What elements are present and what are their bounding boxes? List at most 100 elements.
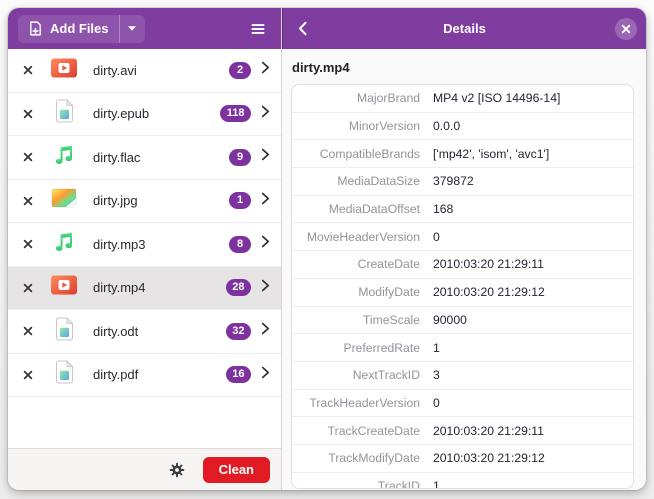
chevron-right-icon bbox=[261, 61, 270, 74]
details-pane: Details dirty.mp4 MajorBrand MP4 v2 [ISO … bbox=[282, 8, 646, 490]
image-file-icon bbox=[51, 186, 77, 210]
chevron-right-icon[interactable] bbox=[261, 279, 270, 297]
image-file-icon bbox=[51, 186, 77, 215]
metadata-key: PreferredRate bbox=[343, 340, 420, 355]
file-row[interactable]: dirty.mp4 28 bbox=[8, 266, 281, 310]
metadata-key: TimeScale bbox=[362, 312, 420, 327]
metadata-row: ModifyDate 2010:03:20 21:29:12 bbox=[292, 279, 633, 307]
chevron-right-icon[interactable] bbox=[261, 366, 270, 384]
metadata-value: ['mp42', 'isom', 'avc1'] bbox=[433, 146, 550, 161]
metadata-count-badge: 32 bbox=[225, 322, 251, 340]
add-files-dropdown-button[interactable] bbox=[118, 14, 145, 43]
remove-file-button[interactable] bbox=[20, 367, 36, 383]
details-headerbar: Details bbox=[282, 8, 646, 49]
metadata-key: TrackCreateDate bbox=[327, 423, 420, 438]
metadata-row: MediaDataOffset 168 bbox=[292, 196, 633, 224]
chevron-right-icon bbox=[261, 322, 270, 335]
add-files-button[interactable]: Add Files bbox=[18, 15, 119, 43]
remove-file-button[interactable] bbox=[20, 193, 36, 209]
file-name: dirty.odt bbox=[93, 323, 139, 339]
remove-x-icon bbox=[23, 152, 33, 162]
file-row[interactable]: dirty.odt 32 bbox=[8, 310, 281, 354]
clean-button[interactable]: Clean bbox=[202, 456, 270, 483]
file-row[interactable]: dirty.flac 9 bbox=[8, 136, 281, 180]
metadata-key: ModifyDate bbox=[358, 285, 420, 300]
metadata-row: CreateDate 2010:03:20 21:29:11 bbox=[292, 251, 633, 279]
add-files-label: Add Files bbox=[50, 21, 109, 36]
file-name: dirty.mp4 bbox=[93, 280, 146, 296]
metadata-row: MovieHeaderVersion 0 bbox=[292, 223, 633, 252]
metadata-value: 2010:03:20 21:29:12 bbox=[433, 451, 545, 466]
audio-file-icon bbox=[51, 143, 77, 167]
metadata-count-badge: 16 bbox=[225, 366, 251, 384]
details-body: dirty.mp4 MajorBrand MP4 v2 [ISO 14496-14… bbox=[282, 49, 646, 490]
chevron-right-icon[interactable] bbox=[261, 192, 270, 210]
chevron-right-icon bbox=[261, 105, 270, 118]
file-name: dirty.jpg bbox=[93, 193, 138, 209]
menu-button[interactable] bbox=[243, 15, 273, 43]
left-headerbar: Add Files bbox=[8, 8, 281, 49]
metadata-count-badge: 1 bbox=[229, 192, 251, 210]
file-list-pane: Add Files dirty.avi 2 dirt bbox=[8, 8, 282, 490]
remove-file-button[interactable] bbox=[20, 62, 36, 78]
video-file-icon bbox=[51, 56, 77, 80]
remove-x-icon bbox=[23, 239, 33, 249]
metadata-table: MajorBrand MP4 v2 [ISO 14496-14] MinorVers… bbox=[291, 84, 634, 489]
file-name: dirty.epub bbox=[93, 106, 150, 122]
chevron-right-icon bbox=[261, 366, 270, 379]
document-file-icon bbox=[51, 360, 77, 389]
document-file-icon bbox=[51, 317, 77, 346]
file-row[interactable]: dirty.jpg 1 bbox=[8, 179, 281, 223]
remove-file-button[interactable] bbox=[20, 149, 36, 165]
video-file-icon bbox=[51, 273, 77, 302]
metadata-count-badge: 118 bbox=[220, 105, 251, 123]
close-icon bbox=[621, 24, 631, 33]
remove-x-icon bbox=[23, 109, 33, 119]
metadata-value: 379872 bbox=[433, 174, 474, 189]
metadata-row: TrackHeaderVersion 0 bbox=[292, 390, 633, 418]
metadata-key: TrackID bbox=[377, 478, 420, 489]
chevron-right-icon[interactable] bbox=[261, 148, 270, 166]
chevron-right-icon[interactable] bbox=[261, 235, 270, 253]
file-row[interactable]: dirty.pdf 16 bbox=[8, 353, 281, 397]
metadata-key: CompatibleBrands bbox=[319, 146, 420, 161]
document-file-icon bbox=[51, 99, 77, 128]
remove-x-icon bbox=[23, 283, 33, 293]
metadata-key: TrackHeaderVersion bbox=[309, 395, 420, 410]
chevron-right-icon[interactable] bbox=[261, 105, 270, 123]
metadata-value: 90000 bbox=[433, 312, 467, 327]
file-row[interactable]: dirty.mp3 8 bbox=[8, 223, 281, 267]
hamburger-menu-icon bbox=[251, 23, 265, 34]
chevron-right-icon bbox=[261, 279, 270, 292]
remove-file-button[interactable] bbox=[20, 323, 36, 339]
document-file-icon bbox=[51, 360, 77, 384]
file-name: dirty.avi bbox=[93, 62, 137, 78]
close-details-button[interactable] bbox=[615, 17, 637, 40]
remove-file-button[interactable] bbox=[20, 106, 36, 122]
metadata-row: TrackCreateDate 2010:03:20 21:29:11 bbox=[292, 417, 633, 445]
chevron-right-icon[interactable] bbox=[261, 322, 270, 340]
metadata-key: MovieHeaderVersion bbox=[306, 229, 420, 244]
settings-button[interactable] bbox=[164, 457, 190, 483]
remove-x-icon bbox=[23, 370, 33, 380]
remove-file-button[interactable] bbox=[20, 280, 36, 296]
metadata-value: 1 bbox=[433, 478, 440, 489]
metadata-key: MinorVersion bbox=[348, 119, 420, 134]
file-row[interactable]: dirty.epub 118 bbox=[8, 92, 281, 136]
video-file-icon bbox=[51, 56, 77, 85]
metadata-value: 2010:03:20 21:29:11 bbox=[433, 423, 544, 438]
document-file-icon bbox=[51, 317, 77, 341]
file-row[interactable]: dirty.avi 2 bbox=[8, 49, 281, 93]
remove-file-button[interactable] bbox=[20, 236, 36, 252]
chevron-right-icon[interactable] bbox=[261, 61, 270, 79]
metadata-key: MediaDataSize bbox=[337, 174, 420, 189]
file-name: dirty.mp3 bbox=[93, 236, 146, 252]
metadata-count-badge: 2 bbox=[229, 61, 251, 79]
metadata-cleaner-window: Add Files dirty.avi 2 dirt bbox=[8, 8, 646, 490]
back-button[interactable] bbox=[287, 15, 317, 43]
metadata-value: 3 bbox=[433, 368, 440, 383]
remove-x-icon bbox=[23, 65, 33, 75]
metadata-value: 0 bbox=[433, 395, 440, 410]
add-files-split-button: Add Files bbox=[18, 14, 145, 43]
